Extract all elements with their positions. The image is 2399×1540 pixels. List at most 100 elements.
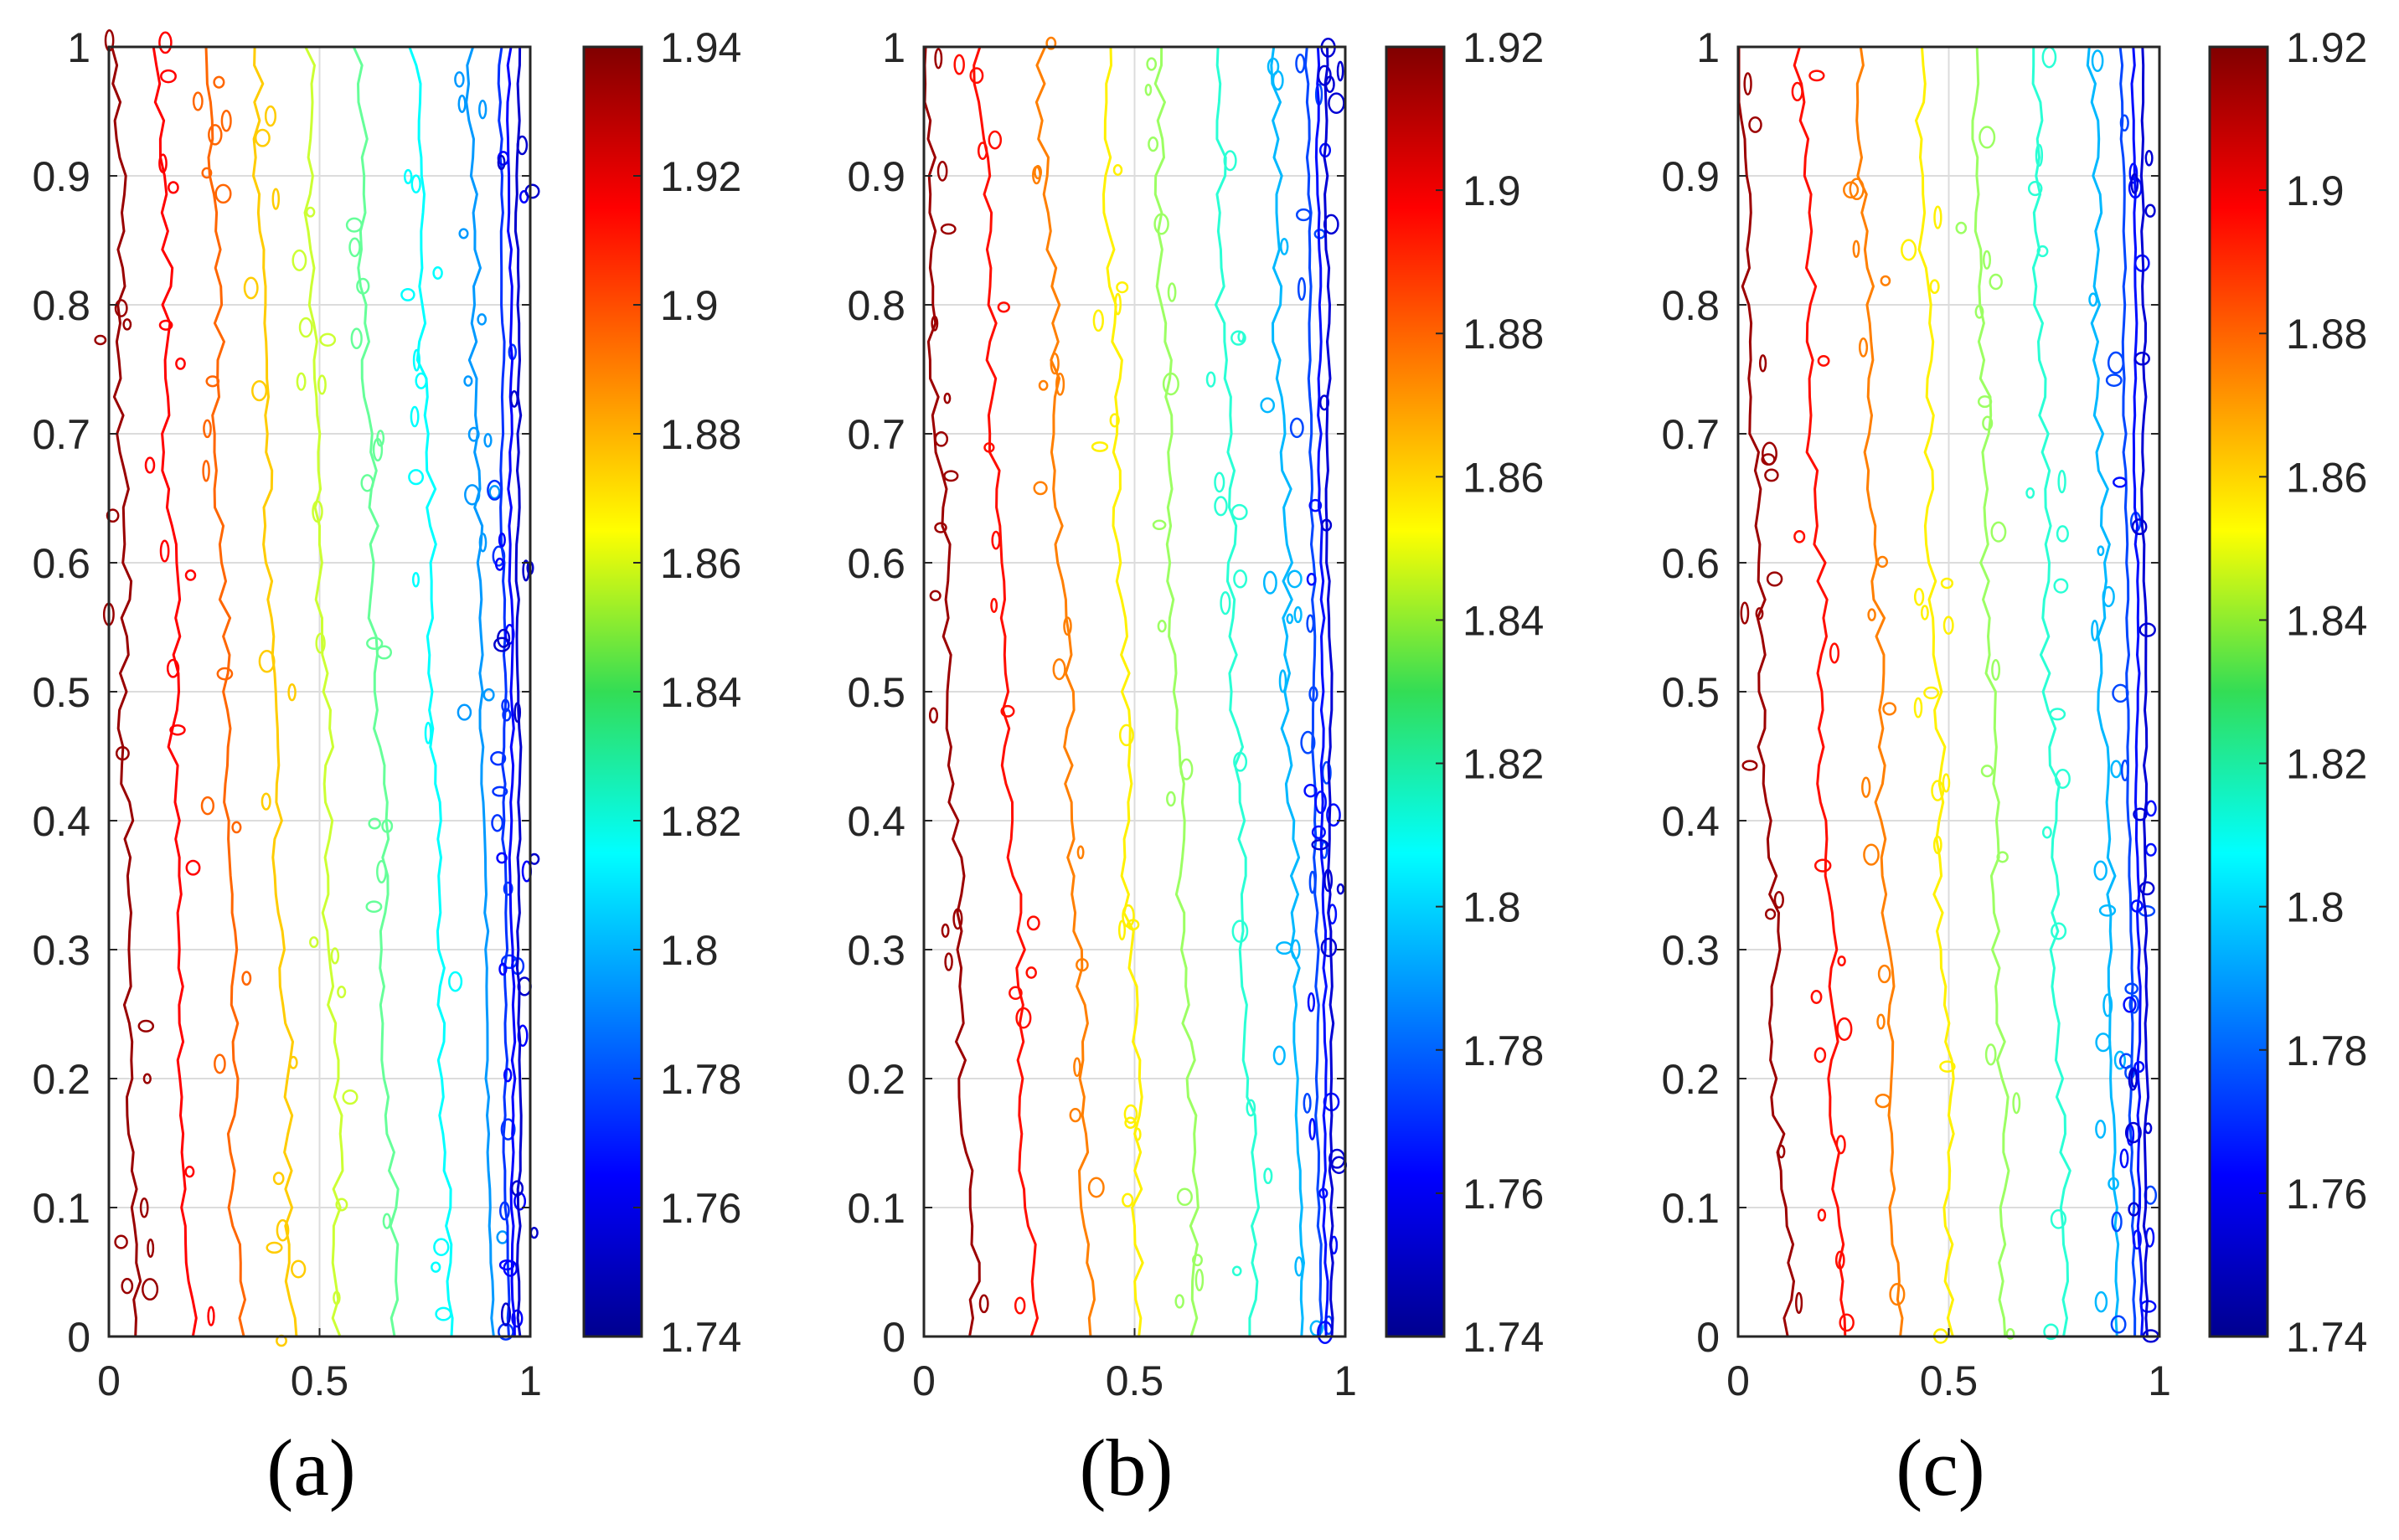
contour-island xyxy=(1748,116,1762,133)
contour-island xyxy=(266,1241,283,1254)
contour-island xyxy=(1127,919,1140,931)
contour-island xyxy=(934,430,949,447)
contour-island xyxy=(1295,53,1306,74)
y-tick-label: 0 xyxy=(882,1314,905,1361)
contour-island xyxy=(1766,571,1783,587)
contour-island xyxy=(1889,1283,1906,1306)
colorbar-tick-label: 1.88 xyxy=(1463,311,1544,358)
contour-island xyxy=(2095,1033,2112,1053)
contour-island xyxy=(2051,922,2067,940)
colorbar-tick-label: 1.78 xyxy=(2286,1028,2367,1074)
contour-island xyxy=(488,485,501,500)
contour-island xyxy=(435,1306,452,1321)
contour-island xyxy=(1318,1187,1328,1199)
contour-island xyxy=(147,1238,155,1259)
contour-island xyxy=(403,168,413,185)
contour-island xyxy=(142,1278,159,1301)
contour-island xyxy=(1262,570,1277,595)
contour-island xyxy=(1174,1294,1184,1309)
contour-plot-3: 0 0.1 0.2 0.3 0.4 0.5 0.6 0.7 0.8 0.9 1 0 0.5 1 (c) 1.7… xyxy=(1661,24,2367,1512)
contour-island xyxy=(1032,165,1041,185)
contour-island xyxy=(457,95,467,113)
contour-island xyxy=(510,1180,524,1197)
y-tick-label: 0.5 xyxy=(847,669,905,716)
contour-island xyxy=(463,375,473,387)
contour-island xyxy=(1308,1118,1316,1141)
contour-island xyxy=(2124,1121,2142,1144)
contour-island xyxy=(1990,521,2007,543)
contour-island xyxy=(991,530,1001,550)
contour-island xyxy=(487,479,503,501)
contour-island xyxy=(492,785,508,797)
y-tick-label: 0.4 xyxy=(847,798,905,845)
contour-island xyxy=(497,154,506,171)
contour-island xyxy=(2102,993,2113,1017)
contour-island xyxy=(1880,275,1891,286)
contour-island xyxy=(142,1073,152,1084)
contour-island xyxy=(1293,605,1303,624)
contour-island xyxy=(1308,870,1317,894)
colorbar-tick-label: 1.9 xyxy=(1463,167,1521,214)
y-tick-label: 0.3 xyxy=(1661,927,1720,974)
contour-island xyxy=(2124,982,2139,995)
contour-island xyxy=(1144,83,1153,96)
contour-island xyxy=(2049,708,2066,721)
contour-island xyxy=(376,860,387,883)
y-tick-label: 1 xyxy=(67,24,90,71)
contour-island xyxy=(482,688,495,702)
contour-island xyxy=(1146,57,1158,71)
contour-island xyxy=(990,598,998,613)
contour-plot-2: 0 0.1 0.2 0.3 0.4 0.5 0.6 0.7 0.8 0.9 1 0 0.5 1 (b) 1.7… xyxy=(847,24,1544,1512)
contour-island xyxy=(1923,686,1940,700)
contour-island xyxy=(312,500,323,523)
contour-island xyxy=(1324,75,1335,93)
contour-island xyxy=(1795,1291,1803,1314)
contour-island xyxy=(936,161,948,182)
x-tick-label: 0.5 xyxy=(1106,1357,1164,1404)
contour-island xyxy=(467,426,480,442)
contour-line-1.915 xyxy=(923,46,981,1337)
contour-island xyxy=(952,908,963,930)
contour-island xyxy=(1289,417,1304,439)
contour-island xyxy=(1026,915,1040,931)
contour-island xyxy=(478,100,488,120)
contour-island xyxy=(411,571,420,588)
contour-island xyxy=(337,986,347,999)
contour-island xyxy=(1755,607,1764,621)
contour-island xyxy=(1303,784,1318,798)
contour-island xyxy=(1034,165,1043,180)
contour-island xyxy=(158,319,173,331)
contour-island xyxy=(1861,776,1871,798)
contour-island xyxy=(498,533,506,548)
contour-island xyxy=(243,276,259,300)
contour-island xyxy=(1055,372,1065,396)
contour-island xyxy=(1773,890,1784,909)
contour-island xyxy=(258,650,276,673)
y-tick-label: 1 xyxy=(1696,24,1720,71)
contour-island xyxy=(2050,1209,2067,1229)
contour-island xyxy=(2041,826,2052,839)
y-tick-label: 0.6 xyxy=(32,540,90,587)
contour-island xyxy=(216,667,234,681)
contour-island xyxy=(1116,281,1129,294)
contour-island xyxy=(2128,162,2138,184)
contour-island xyxy=(205,375,220,388)
contour-island xyxy=(1179,758,1194,780)
contour-island xyxy=(1091,441,1109,452)
contour-island xyxy=(137,1019,155,1033)
y-tick-label: 0.1 xyxy=(1661,1185,1720,1232)
contour-island xyxy=(184,1166,195,1178)
contour-island xyxy=(934,48,943,70)
contour-island xyxy=(1942,615,1954,636)
contour-island xyxy=(2108,1177,2119,1191)
contour-island xyxy=(1278,669,1287,693)
colorbar-tick-label: 1.8 xyxy=(1463,884,1521,931)
contour-island xyxy=(1063,616,1072,636)
contour-island xyxy=(1092,309,1104,332)
contour-island xyxy=(1295,208,1312,222)
contour-island xyxy=(1176,1187,1193,1207)
y-tick-label: 0.8 xyxy=(1661,282,1720,329)
contour-island xyxy=(166,658,180,678)
contour-line-1.755 xyxy=(1323,46,1335,1337)
contour-island xyxy=(2091,619,2099,641)
